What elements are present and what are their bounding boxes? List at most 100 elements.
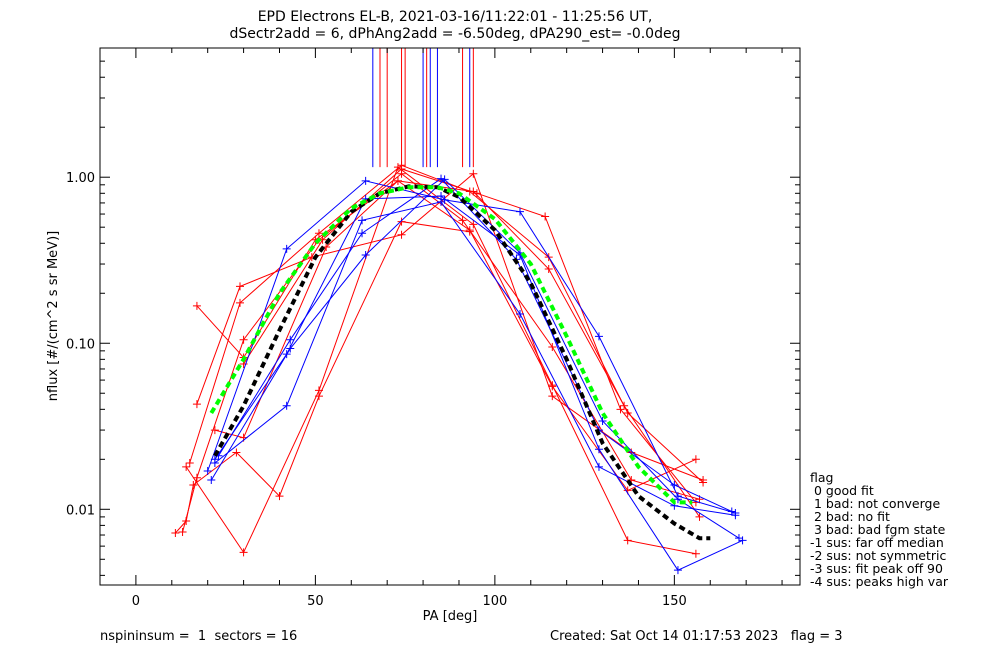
red-data-point — [275, 492, 284, 501]
blue-data-point — [594, 462, 603, 471]
red-data-point — [699, 476, 708, 485]
legend: flag 0 good fit 1 bad: not converge 2 ba… — [810, 470, 949, 589]
red-data-point — [236, 282, 244, 291]
legend-entry: -2 sus: not symmetric — [810, 548, 946, 563]
blue-data-point — [361, 251, 370, 260]
red-data-point — [393, 163, 402, 172]
legend-title: flag — [810, 470, 833, 485]
red-series-line — [185, 166, 696, 555]
red-data-point — [548, 392, 557, 401]
blue-data-point — [286, 335, 295, 344]
red-data-point — [393, 176, 402, 185]
x-tick-label: 50 — [307, 594, 324, 609]
blue-data-point — [358, 216, 367, 225]
chart-title-line2: dSectr2add = 6, dPhAng2add = -6.50deg, d… — [230, 26, 681, 42]
blue-series-line — [214, 201, 736, 516]
red-data-point — [469, 220, 478, 229]
red-data-point — [691, 455, 700, 464]
fit-curves-group — [209, 184, 711, 541]
legend-entry: -1 sus: far off median — [810, 535, 944, 550]
red-data-point — [472, 189, 481, 198]
red-data-point — [465, 226, 474, 235]
red-data-point — [541, 212, 550, 221]
blue-series-line — [207, 180, 736, 514]
red-data-point — [178, 527, 187, 536]
y-tick-label: 0.01 — [66, 503, 95, 518]
red-data-point — [239, 335, 248, 344]
axes-ticks: 0 50 100 150 0.01 0.10 1.00 — [66, 47, 800, 609]
red-data-point — [171, 528, 180, 537]
blue-data-point — [203, 467, 212, 476]
red-data-point — [236, 298, 244, 307]
red-data-point — [397, 230, 406, 239]
blue-data-point — [594, 445, 603, 454]
red-data-point — [314, 229, 323, 238]
legend-entry: 0 good fit — [810, 483, 874, 498]
red-series-line — [214, 180, 697, 492]
red-data-point — [623, 536, 632, 545]
blue-data-point — [437, 197, 446, 206]
red-data-point — [691, 549, 700, 558]
red-data-point — [397, 165, 406, 174]
blue-series-line — [218, 178, 733, 512]
y-tick-label: 0.10 — [66, 337, 95, 352]
x-axis-label: PA [deg] — [423, 609, 478, 624]
blue-data-point — [437, 174, 446, 183]
blue-data-point — [286, 344, 295, 353]
legend-entry: -4 sus: peaks high var — [810, 574, 949, 589]
red-data-point — [185, 459, 194, 468]
red-data-point — [458, 216, 467, 225]
legend-entry: -3 sus: fit peak off 90 — [810, 561, 943, 576]
red-data-point — [548, 342, 557, 351]
red-series-line — [196, 172, 704, 481]
red-data-point — [210, 426, 219, 435]
blue-data-point — [594, 332, 603, 341]
red-data-point — [616, 405, 625, 414]
green-fit-curve — [209, 185, 693, 505]
x-tick-label: 150 — [662, 594, 687, 609]
red-data-point — [182, 462, 191, 471]
chart-title-line1: EPD Electrons EL-B, 2021-03-16/11:22:01 … — [258, 9, 653, 25]
blue-data-point — [673, 566, 682, 575]
footer-right: Created: Sat Oct 14 01:17:53 2023 flag =… — [550, 629, 843, 644]
footer-left: nspininsum = 1 sectors = 16 — [100, 629, 297, 644]
blue-data-point — [207, 476, 216, 485]
red-data-point — [192, 301, 201, 310]
x-tick-label: 100 — [482, 594, 507, 609]
blue-data-point — [516, 207, 524, 216]
red-series-line — [189, 164, 704, 483]
blue-data-point — [282, 350, 291, 359]
blue-data-point — [440, 195, 449, 204]
blue-data-point — [670, 481, 679, 490]
blue-data-point — [361, 176, 370, 185]
red-data-point — [469, 169, 478, 178]
legend-entry: 3 bad: bad fgm state — [810, 522, 946, 537]
y-tick-label: 1.00 — [66, 171, 95, 186]
red-data-point — [548, 382, 557, 391]
red-data-point — [620, 401, 629, 410]
blue-data-point — [210, 459, 219, 468]
blue-data-point — [731, 511, 740, 520]
blue-data-point — [738, 536, 747, 545]
blue-series-line — [214, 195, 743, 571]
blue-series-line — [210, 178, 740, 539]
blue-data-point — [516, 310, 524, 319]
blue-data-point — [598, 417, 607, 426]
blue-data-point — [282, 401, 291, 410]
red-data-point — [232, 448, 241, 457]
red-series-line — [175, 221, 470, 534]
blue-data-point — [358, 229, 367, 238]
red-data-point — [239, 548, 248, 557]
blue-data-point — [727, 507, 736, 516]
legend-entry: 1 bad: not converge — [810, 496, 940, 511]
y-axis-label: nflux [#/(cm^2 s sr MeV)] — [46, 231, 61, 401]
red-data-point — [192, 473, 201, 482]
red-data-point — [397, 217, 406, 226]
red-data-point — [544, 265, 553, 274]
red-data-point — [314, 386, 323, 395]
blue-data-point — [673, 495, 682, 504]
red-data-point — [189, 481, 198, 490]
black-fit-curve — [213, 184, 711, 541]
